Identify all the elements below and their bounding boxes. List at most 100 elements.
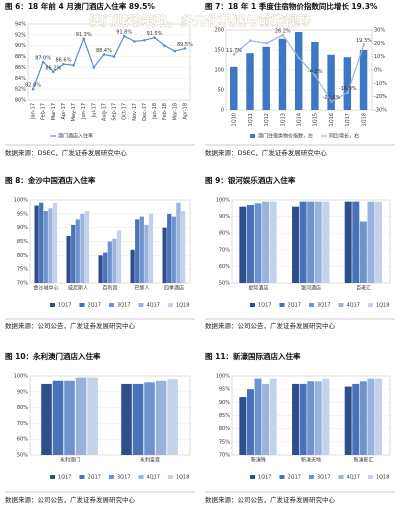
bar (254, 203, 262, 283)
bar (359, 221, 367, 283)
data-label: 11.7% (226, 48, 242, 54)
marker (330, 100, 333, 103)
x-tick-label: 1Q16 (329, 113, 335, 126)
x-tick-label: 1Q18 (361, 113, 367, 126)
y-tick-label: 70% (219, 247, 230, 253)
bar (162, 227, 167, 283)
y-tick-label: 50 (218, 88, 224, 94)
bar (314, 201, 322, 283)
bar (132, 383, 144, 455)
y-tick-label: 50% (219, 281, 230, 287)
y-tick-label: 70% (17, 421, 28, 427)
y-tick-label: 80% (17, 253, 28, 259)
x-tick-label: 巴黎人 (134, 285, 149, 292)
marker (346, 91, 349, 94)
legend-swatch (138, 303, 144, 307)
charts: 图 6：18 年前 4 月澳门酒店入住率 89.5% 数据来源：DSEC，广发证券… (5, 1, 391, 504)
bar (367, 201, 375, 283)
legend-swatch (108, 475, 114, 479)
data-label: 19.3% (356, 38, 372, 44)
bar (343, 57, 352, 110)
marker (72, 63, 75, 67)
legend-label: 3Q17 (317, 303, 330, 309)
x-tick-label: Apr-17 (61, 103, 67, 120)
legend-swatch (367, 303, 373, 307)
y-tick-label: 100% (14, 198, 29, 204)
x-tick-label: Mar-17 (51, 103, 57, 120)
bar (135, 219, 140, 283)
bar (34, 205, 39, 283)
legend-label: 3Q17 (117, 303, 130, 309)
bar (107, 241, 112, 283)
marker (281, 33, 285, 37)
bar (359, 50, 368, 110)
bar (180, 211, 186, 283)
bar (112, 238, 117, 283)
legend-swatch (167, 303, 173, 307)
y-tick-label: 100 (214, 68, 224, 74)
y2-tick-label: -10% (374, 81, 387, 87)
x-tick-label: 金沙城中心 (33, 285, 58, 292)
legend-label: 3Q17 (117, 475, 130, 481)
y-tick-label: 60% (17, 437, 28, 443)
marker (173, 49, 177, 53)
bar (322, 378, 330, 455)
bar (262, 383, 270, 455)
x-tick-label: 1Q17 (345, 113, 351, 126)
y-tick-label: 100% (216, 374, 231, 380)
bar (130, 249, 135, 283)
y-tick-label: 90% (17, 225, 28, 231)
marker (112, 55, 116, 58)
bar (39, 202, 44, 283)
y-tick-label: 85% (219, 413, 230, 419)
bar (75, 219, 80, 283)
bar (148, 213, 154, 283)
data-label: -4.3% (308, 69, 323, 75)
marker (133, 40, 136, 43)
bar (103, 252, 108, 283)
bar (239, 397, 247, 455)
y-tick-label: 60% (219, 264, 230, 270)
legend-label: 1Q17 (58, 475, 71, 481)
y2-tick-label: 30% (374, 28, 385, 34)
bar (239, 206, 247, 283)
source-note: 数据来源：公司公告，广发证券发展研究中心 (5, 495, 136, 504)
legend-swatch (338, 303, 344, 307)
y-tick-label: 84% (15, 76, 26, 82)
bar (307, 201, 315, 283)
source-note: 数据来源：DSEC，广发证券发展研究中心 (5, 148, 127, 157)
y-tick-label: 82% (15, 87, 26, 93)
marker (249, 39, 252, 42)
y-tick-label: 90% (219, 400, 230, 406)
y-tick-label: 75% (219, 439, 230, 445)
legend-label: 同比增长，右 (329, 133, 359, 140)
source-note: 数据来源：公司公告，广发证券发展研究中心 (5, 321, 136, 330)
legend-label: 4Q17 (146, 303, 159, 309)
y2-tick-label: 20% (374, 41, 385, 47)
x-tick-label: Jun-17 (81, 103, 87, 120)
legend-swatch (79, 475, 85, 479)
legend-label: 澳门住宿类物价指数，左 (258, 133, 313, 140)
legend-swatch (108, 303, 114, 307)
bar (254, 378, 262, 455)
legend-label: 2Q17 (87, 475, 100, 481)
y2-tick-label: -30% (374, 108, 387, 114)
y2-tick-label: -20% (374, 94, 387, 100)
bar (352, 201, 360, 283)
bar (71, 224, 76, 283)
legend-label: 3Q17 (317, 475, 330, 481)
y-tick-label: 95% (219, 387, 230, 393)
data-label: 88.4% (96, 48, 112, 54)
y2-tick-label: 10% (374, 54, 385, 60)
data-label: 91.8% (116, 29, 132, 35)
x-tick-label: Aug-17 (101, 103, 107, 121)
x-tick-label: Dec-17 (142, 103, 148, 121)
bar (292, 206, 300, 283)
bar (87, 377, 98, 455)
marker (143, 38, 146, 42)
bar (262, 46, 270, 110)
legend-swatch (167, 475, 173, 479)
bar (43, 211, 48, 283)
bar (322, 201, 330, 283)
data-label: 91.3% (76, 32, 92, 38)
